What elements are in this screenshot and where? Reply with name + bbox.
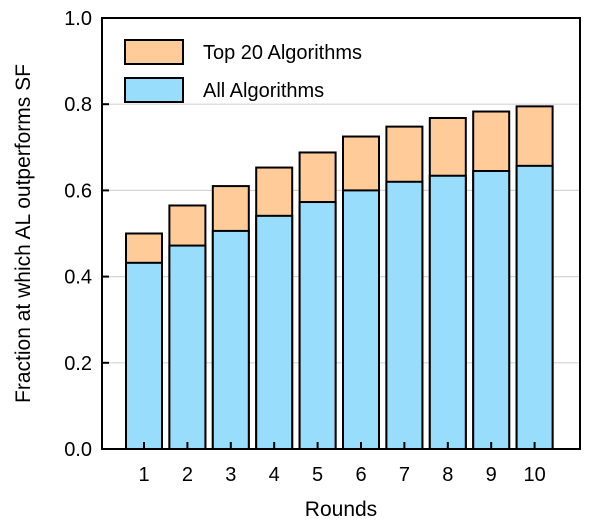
x-tick-label: 5: [312, 464, 323, 486]
bar-all: [298, 201, 337, 450]
legend-label-all: All Algorithms: [203, 80, 324, 102]
x-tick-label: 7: [399, 464, 410, 486]
bars: [125, 105, 554, 451]
x-tick-label: 8: [442, 464, 453, 486]
x-axis-title: Rounds: [305, 498, 377, 521]
x-tick-label: 4: [269, 464, 280, 486]
bar-all: [385, 180, 424, 450]
y-tick-label: 1.0: [64, 8, 92, 30]
y-axis-title: Fraction at which AL outperforms SF: [12, 64, 35, 403]
x-tick-label: 1: [138, 464, 149, 486]
bar-all: [515, 164, 554, 450]
legend: Top 20 Algorithms All Algorithms: [124, 39, 362, 103]
x-axis: 1 2 3 4 5 6 7 8 9 10: [138, 442, 546, 486]
y-tick-label: 0.4: [64, 267, 92, 289]
x-tick-label: 2: [182, 464, 193, 486]
x-tick-label: 9: [486, 464, 497, 486]
legend-swatch-all: [124, 77, 184, 103]
legend-swatch-top20: [124, 39, 184, 65]
y-tick-label: 0.8: [64, 94, 92, 116]
bar-all: [211, 229, 250, 450]
y-tick-label: 0.6: [64, 180, 92, 202]
bar-all: [255, 214, 294, 450]
y-tick-label: 0.2: [64, 353, 92, 375]
x-tick-label: 6: [355, 464, 366, 486]
plot-frame: [101, 17, 581, 450]
bar-all: [428, 174, 467, 450]
y-tick-label: 0.0: [64, 439, 92, 461]
bar-all: [472, 170, 511, 450]
bar-all: [168, 244, 207, 450]
x-tick-label: 10: [523, 464, 545, 486]
legend-label-top20: Top 20 Algorithms: [203, 42, 362, 64]
bar-all: [342, 189, 380, 450]
x-tick-label: 3: [225, 464, 236, 486]
y-axis: 0.0 0.2 0.4 0.6 0.8 1.0: [64, 8, 109, 461]
bar-all: [125, 261, 163, 451]
